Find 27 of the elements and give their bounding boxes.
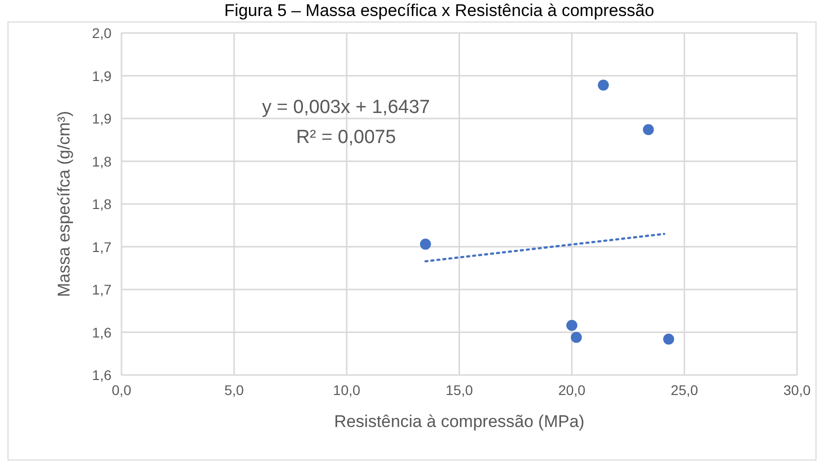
x-tick-label: 5,0 — [224, 382, 244, 398]
y-tick-label: 1,7 — [92, 238, 112, 255]
y-tick-label: 1,8 — [92, 153, 112, 170]
y-tick-label: 1,8 — [92, 196, 112, 212]
point — [663, 334, 674, 345]
chart-title: Figura 5 – Massa específica x Resistência à compressão — [224, 1, 654, 20]
x-axis-title: Resistência à compressão (MPa) — [334, 412, 584, 431]
y-tick-label: 2,0 — [92, 25, 112, 41]
point — [566, 320, 578, 331]
y-tick-label: 1,6 — [92, 324, 112, 340]
annotation: y = 0,003x + 1,6437 — [262, 97, 430, 118]
point — [570, 332, 582, 343]
point — [598, 80, 609, 91]
y-tick-label: 1,6 — [92, 367, 112, 383]
x-tick-label: 15,0 — [446, 382, 474, 398]
point — [420, 238, 431, 250]
x-tick-label: 25,0 — [670, 382, 698, 398]
x-tick-label: 30,0 — [783, 382, 811, 398]
annotation: R² = 0,0075 — [296, 127, 396, 148]
y-tick-label: 1,9 — [92, 110, 112, 126]
point — [642, 124, 654, 136]
x-tick-label: 0,0 — [112, 382, 132, 398]
x-tick-label: 20,0 — [558, 382, 586, 398]
y-axis-title: Massa específca (g/cm³) — [54, 110, 74, 298]
y-tick-label: 1,7 — [92, 282, 112, 298]
x-tick-label: 10,0 — [333, 382, 361, 398]
y-tick-label: 1,9 — [92, 68, 112, 84]
